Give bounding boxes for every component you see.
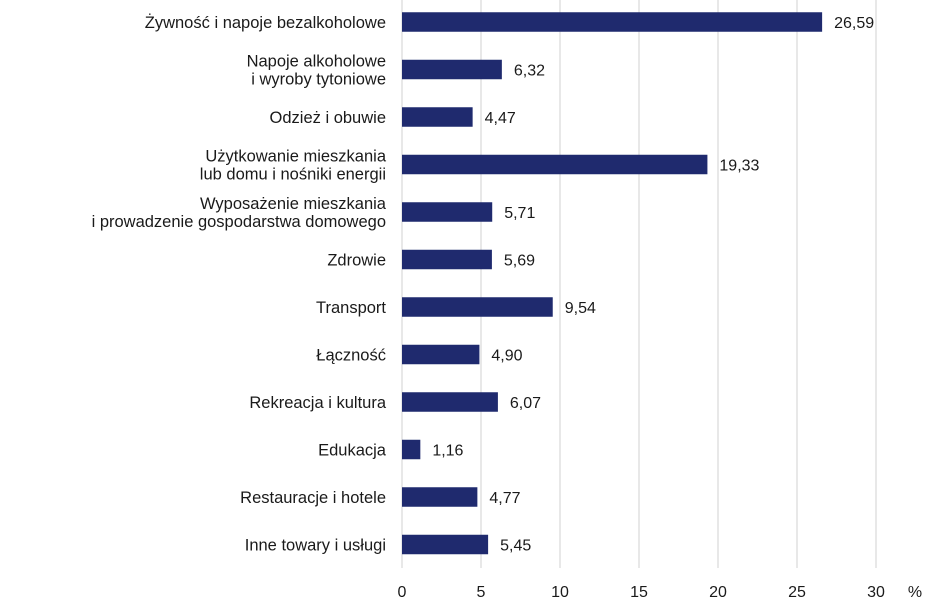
value-label-6: 5,69 [504, 253, 535, 270]
bar-7 [402, 297, 553, 317]
category-label-7: Transport [316, 299, 386, 317]
category-labels: Żywność i napoje bezalkoholowe Napoje alk… [92, 13, 387, 555]
value-label-7: 9,54 [565, 300, 596, 317]
bar-11 [402, 487, 478, 507]
category-label-10: Edukacja [318, 442, 387, 460]
bar-6 [402, 249, 492, 270]
grid-lines [401, 0, 877, 568]
bar-9 [402, 392, 498, 412]
x-tick-label-15: 15 [630, 584, 648, 601]
category-label-3: Odzież i obuwie [270, 109, 386, 127]
x-tick-label-25: 25 [788, 584, 806, 601]
bar-1 [402, 12, 823, 32]
value-label-2: 6,32 [514, 63, 545, 80]
value-label-10: 1,16 [432, 443, 463, 460]
bar-12 [402, 534, 489, 555]
category-label-8: Łączność [316, 347, 386, 365]
value-label-1: 26,59 [834, 15, 874, 32]
x-axis-unit-label: % [908, 584, 922, 601]
category-label-5-line-2: i prowadzenie gospodarstwa domowego [92, 213, 386, 231]
bar-5 [402, 202, 493, 222]
value-label-3: 4,47 [485, 110, 516, 127]
bar-2 [402, 59, 502, 80]
bar-10 [402, 439, 421, 460]
category-label-9: Rekreacja i kultura [249, 394, 386, 412]
x-tick-label-0: 0 [398, 584, 407, 601]
value-label-9: 6,07 [510, 395, 541, 412]
value-label-11: 4,77 [489, 490, 520, 507]
value-label-4: 19,33 [719, 158, 759, 175]
bar-4 [402, 154, 708, 175]
category-label-11: Restauracje i hotele [240, 489, 386, 507]
x-tick-label-30: 30 [867, 584, 885, 601]
bar-3 [402, 107, 473, 127]
category-label-4-line-1: Użytkowanie mieszkania [205, 148, 386, 166]
x-tick-label-20: 20 [709, 584, 727, 601]
category-label-1: Żywność i napoje bezalkoholowe [145, 13, 386, 32]
x-axis-ticks: 0 5 10 15 20 25 30 [398, 584, 885, 601]
category-label-2-line-1: Napoje alkoholowe [247, 53, 386, 71]
value-labels: 26,59 6,32 4,47 19,33 5,71 5,69 9,54 4,90 6,07 1,… [432, 15, 874, 555]
bars [402, 12, 823, 555]
x-tick-label-10: 10 [551, 584, 569, 601]
category-label-12: Inne towary i usługi [245, 537, 386, 555]
value-label-5: 5,71 [504, 205, 535, 222]
bar-8 [402, 344, 480, 365]
category-label-5-line-1: Wyposażenie mieszkania [200, 195, 387, 213]
value-label-12: 5,45 [500, 538, 531, 555]
category-label-6: Zdrowie [327, 252, 386, 270]
value-label-8: 4,90 [491, 348, 522, 365]
x-tick-label-5: 5 [477, 584, 486, 601]
category-label-2-line-2: i wyroby tytoniowe [251, 71, 386, 89]
category-label-4-line-2: lub domu i nośniki energii [200, 166, 386, 184]
